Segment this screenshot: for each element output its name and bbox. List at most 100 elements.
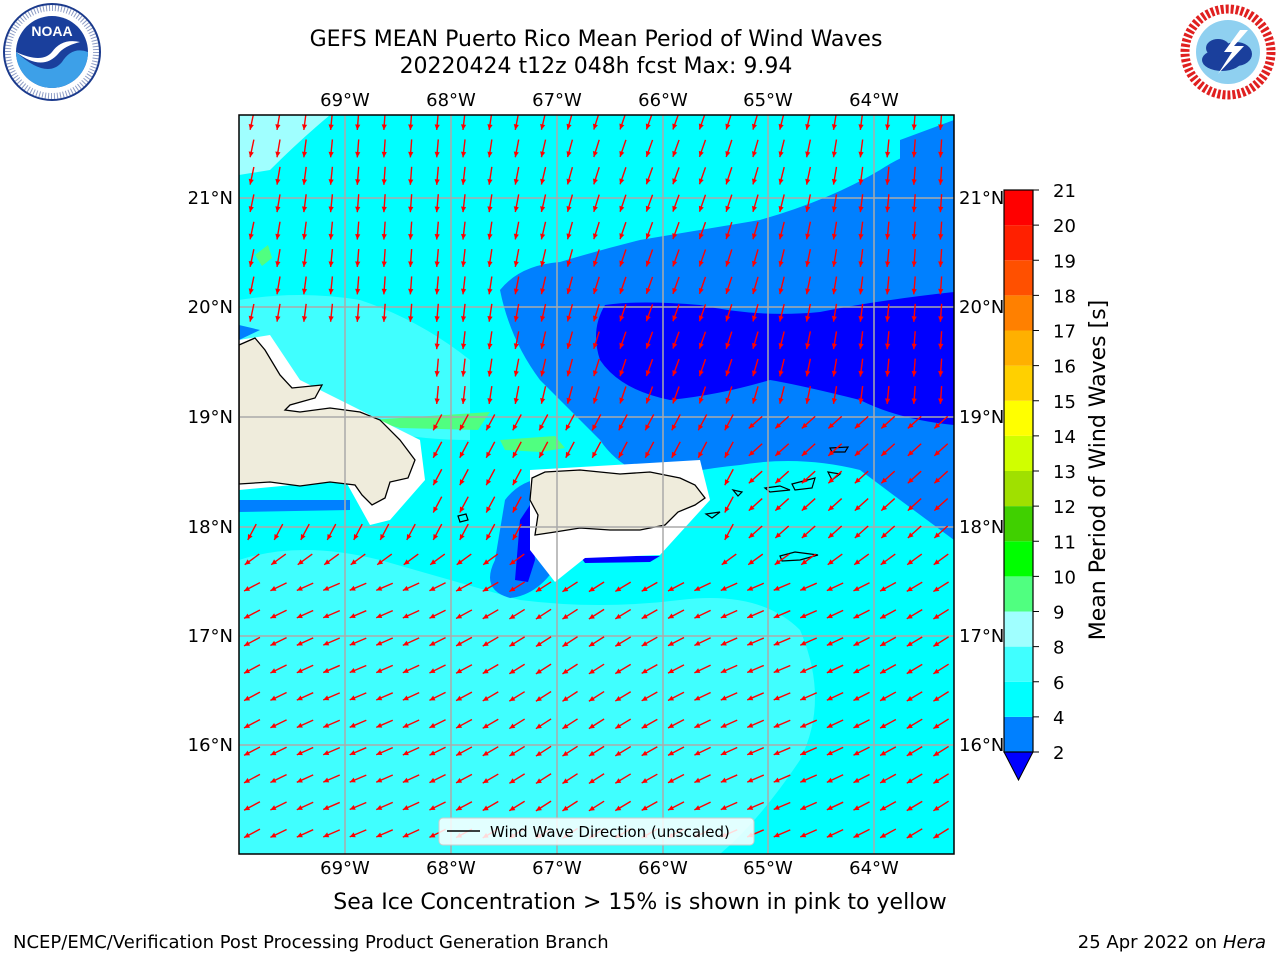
wave-direction-arrow: [938, 358, 944, 377]
wave-direction-arrow: [349, 692, 367, 701]
wave-direction-arrow: [725, 331, 733, 349]
wave-direction-arrow: [885, 331, 891, 350]
wave-direction-arrow: [381, 221, 387, 240]
wave-direction-arrow: [375, 829, 394, 838]
wave-direction-arrow: [328, 166, 334, 185]
lon-label-top: 67°W: [532, 90, 582, 111]
wave-direction-arrow: [805, 303, 812, 322]
wave-direction-arrow: [645, 276, 654, 295]
wave-direction-arrow: [296, 582, 314, 592]
wave-direction-arrow: [826, 691, 844, 701]
wave-direction-arrow: [938, 276, 944, 295]
wave-direction-arrow: [805, 249, 812, 267]
colorbar-tick-label: 8: [1053, 638, 1064, 659]
wave-direction-arrow: [773, 692, 791, 701]
wave-direction-arrow: [826, 582, 844, 592]
wave-direction-arrow: [667, 664, 685, 674]
wave-direction-arrow: [429, 636, 446, 647]
wave-direction-arrow: [698, 249, 707, 267]
wave-direction-arrow: [487, 358, 493, 377]
wave-direction-arrow: [588, 718, 605, 730]
wave-direction-arrow: [885, 139, 891, 158]
wave-direction-arrow: [562, 581, 578, 593]
colorbar-tick-label: 21: [1053, 181, 1076, 202]
wave-direction-arrow: [513, 358, 520, 377]
wave-direction-arrow: [513, 166, 520, 185]
wave-direction-arrow: [748, 498, 763, 512]
wave-direction-arrow: [933, 443, 949, 457]
wave-direction-arrow: [513, 221, 520, 240]
wave-direction-arrow: [906, 663, 923, 675]
wave-direction-arrow: [805, 276, 812, 295]
wave-direction-arrow: [296, 637, 314, 646]
wave-direction-arrow: [672, 358, 680, 377]
wave-direction-arrow: [296, 664, 314, 674]
wave-direction-arrow: [746, 719, 765, 728]
wave-direction-arrow: [243, 773, 261, 784]
wave-direction-arrow: [933, 608, 949, 620]
wave-direction-arrow: [773, 664, 791, 674]
colorbar-segment: [1004, 611, 1033, 647]
wave-direction-arrow: [540, 386, 547, 404]
wave-direction-arrow: [853, 553, 870, 566]
wave-direction-arrow: [460, 385, 467, 405]
wave-direction-arrow: [751, 331, 759, 350]
wave-direction-arrow: [725, 167, 733, 185]
wave-direction-arrow: [938, 331, 944, 350]
wave-direction-arrow: [434, 385, 440, 405]
wave-direction-arrow: [773, 719, 791, 728]
colorbar-tick-label: 2: [1053, 743, 1064, 764]
wave-direction-arrow: [243, 609, 261, 620]
wave-direction-arrow: [644, 414, 655, 431]
wave-direction-arrow: [880, 470, 896, 484]
wave-direction-arrow: [933, 663, 949, 675]
footer-machine: Hera: [1222, 932, 1266, 953]
wave-direction-arrow: [508, 636, 526, 647]
wave-direction-arrow: [746, 637, 765, 646]
wave-direction-arrow: [720, 719, 738, 729]
wave-direction-arrow: [619, 331, 627, 349]
colorbar-segment: [1004, 400, 1033, 436]
colorbar-segment: [1004, 506, 1033, 542]
wave-direction-arrow: [746, 582, 765, 591]
wave-direction-arrow: [349, 747, 367, 756]
wave-direction-arrow: [535, 800, 552, 812]
wave-direction-arrow: [805, 331, 812, 350]
wave-direction-arrow: [566, 276, 574, 295]
wave-direction-arrow: [296, 719, 314, 729]
wave-direction-arrow: [672, 167, 680, 185]
wave-direction-arrow: [270, 774, 287, 784]
wave-direction-arrow: [460, 276, 467, 295]
wave-direction-arrow: [456, 553, 472, 566]
wave-direction-arrow: [641, 773, 658, 784]
wave-direction-arrow: [911, 331, 917, 350]
wave-direction-arrow: [879, 718, 897, 729]
wave-direction-arrow: [243, 718, 261, 729]
wave-direction-arrow: [328, 194, 334, 213]
wave-direction-arrow: [540, 303, 547, 322]
wave-direction-arrow: [381, 303, 387, 322]
wave-direction-arrow: [938, 194, 944, 213]
wave-direction-arrow: [879, 828, 897, 839]
wave-direction-arrow: [270, 691, 287, 701]
wave-direction-arrow: [827, 498, 843, 512]
wave-direction-arrow: [508, 608, 526, 620]
wave-direction-arrow: [301, 221, 308, 240]
wave-direction-arrow: [592, 386, 600, 404]
wave-direction-arrow: [854, 415, 869, 429]
wave-direction-arrow: [799, 719, 818, 729]
wave-direction-arrow: [774, 553, 790, 566]
wave-direction-arrow: [535, 773, 552, 785]
wave-direction-arrow: [375, 664, 394, 674]
wave-direction-arrow: [773, 747, 791, 756]
wave-direction-arrow: [566, 386, 574, 404]
wave-direction-arrow: [645, 221, 654, 240]
wave-direction-arrow: [906, 609, 923, 620]
wave-direction-arrow: [513, 331, 520, 350]
wave-direction-arrow: [540, 358, 547, 377]
wave-direction-arrow: [535, 745, 552, 757]
wave-direction-arrow: [831, 386, 838, 404]
wave-direction-arrow: [296, 774, 314, 783]
wave-direction-arrow: [774, 415, 790, 429]
wave-direction-arrow: [455, 718, 473, 729]
